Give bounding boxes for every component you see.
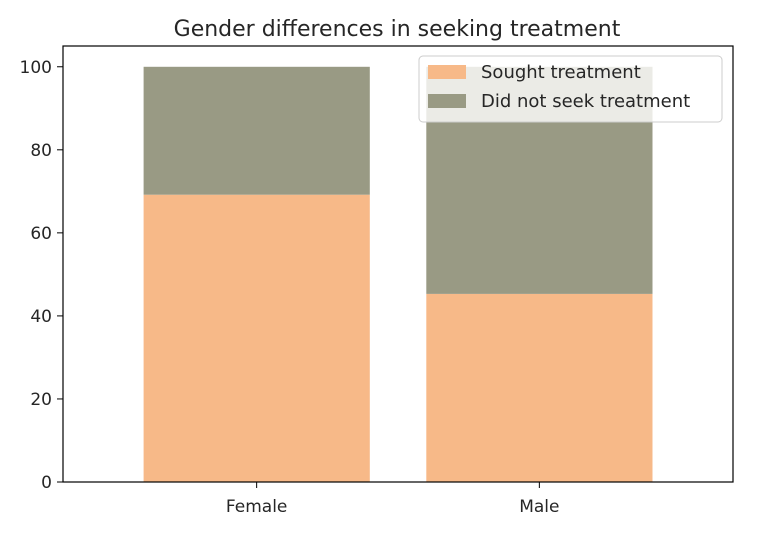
legend-swatch-sought-treatment	[428, 65, 466, 79]
legend-box	[418, 55, 723, 123]
y-tick-label: 20	[30, 390, 52, 410]
axes-layer: 0 20 40 60 80 100 Female Male	[20, 45, 734, 517]
bar-sought-treatment-female	[143, 194, 370, 482]
legend-swatch-did-not-seek-treatment	[428, 94, 466, 108]
y-tick-label: 80	[30, 141, 52, 161]
y-tick-label: 0	[41, 473, 52, 493]
bar-did-not-seek-treatment-female	[143, 66, 370, 195]
chart-title: Gender differences in seeking treatment	[174, 17, 621, 42]
y-tick-label: 100	[20, 58, 52, 78]
bars-layer	[143, 66, 653, 482]
legend: Sought treatment Did not seek treatment	[418, 55, 723, 123]
y-tick-label: 40	[30, 307, 52, 327]
x-tick-label: Male	[519, 497, 559, 517]
legend-label-sought-treatment: Sought treatment	[481, 62, 641, 83]
plot-frame	[62, 45, 734, 483]
y-tick-label: 60	[30, 224, 52, 244]
x-tick-label: Female	[226, 497, 287, 517]
legend-label-did-not-seek-treatment: Did not seek treatment	[481, 91, 690, 112]
bar-sought-treatment-male	[426, 293, 653, 482]
